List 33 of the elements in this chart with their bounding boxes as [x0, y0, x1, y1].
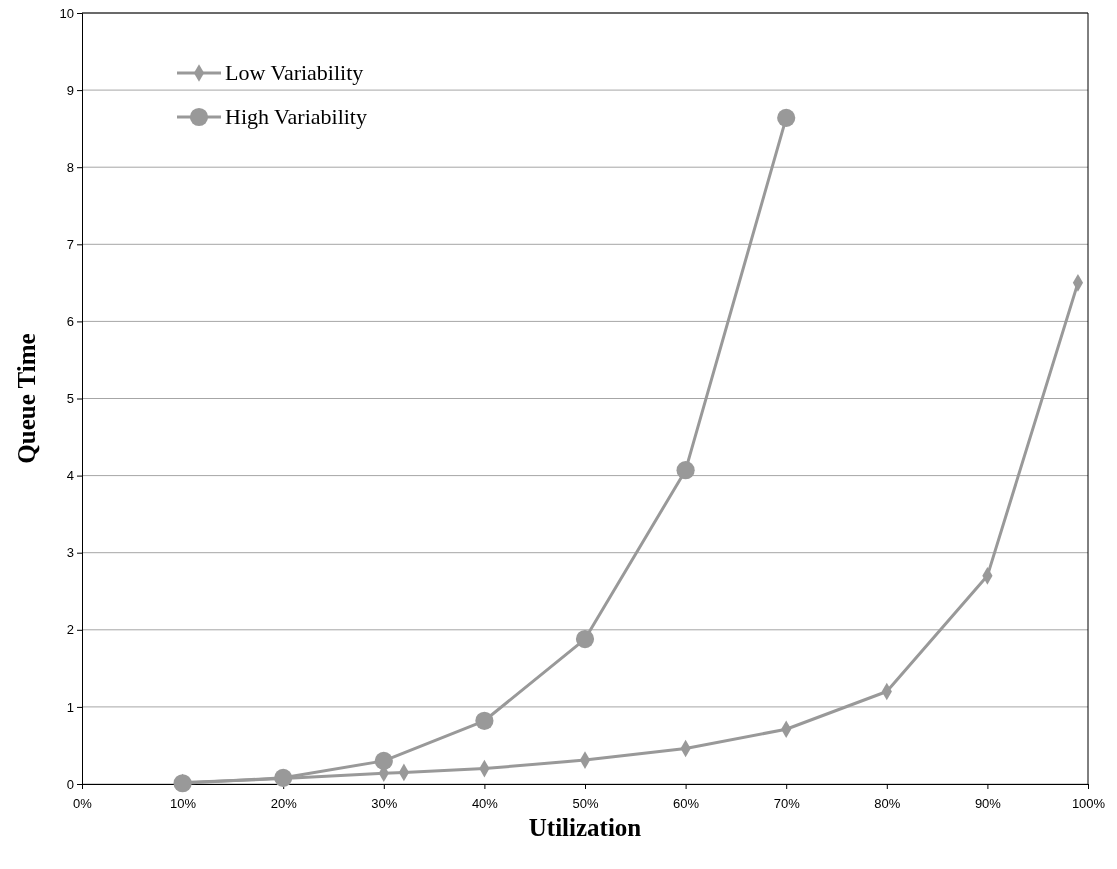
x-tick-label: 10% [170, 795, 197, 811]
x-tick-label: 0% [73, 795, 93, 811]
y-tick-label: 4 [66, 468, 74, 484]
y-tick-label: 10 [59, 5, 74, 21]
y-tick-label: 8 [66, 159, 74, 175]
x-tick-label: 80% [874, 795, 901, 811]
x-tick-label: 30% [371, 795, 398, 811]
y-tick-label: 5 [66, 391, 74, 407]
legend-label: High Variability [225, 104, 367, 129]
x-tick-label: 90% [974, 795, 1002, 811]
y-tick-label: 7 [66, 236, 74, 252]
x-axis-title: Utilization [528, 814, 642, 841]
x-tick-label: 40% [471, 795, 499, 811]
point [777, 108, 796, 127]
point [274, 768, 293, 787]
point [173, 774, 192, 793]
y-tick-label: 1 [66, 699, 74, 715]
x-tick-label: 70% [773, 795, 801, 811]
x-tick-label: 50% [572, 795, 599, 811]
y-tick-label: 9 [66, 82, 74, 98]
x-tick-label: 60% [673, 795, 700, 811]
y-tick-label: 6 [66, 314, 74, 330]
point [575, 629, 595, 649]
y-axis-title: Queue Time [13, 333, 40, 464]
x-tick-label: 20% [270, 795, 298, 811]
legend-label: Low Variability [225, 60, 364, 85]
y-tick-label: 2 [66, 622, 74, 638]
y-tick-label: 0 [66, 776, 74, 792]
point [374, 751, 393, 770]
point [676, 461, 695, 480]
x-tick-label: 100% [1071, 795, 1106, 811]
y-tick-label: 3 [66, 545, 74, 561]
point [475, 711, 494, 730]
